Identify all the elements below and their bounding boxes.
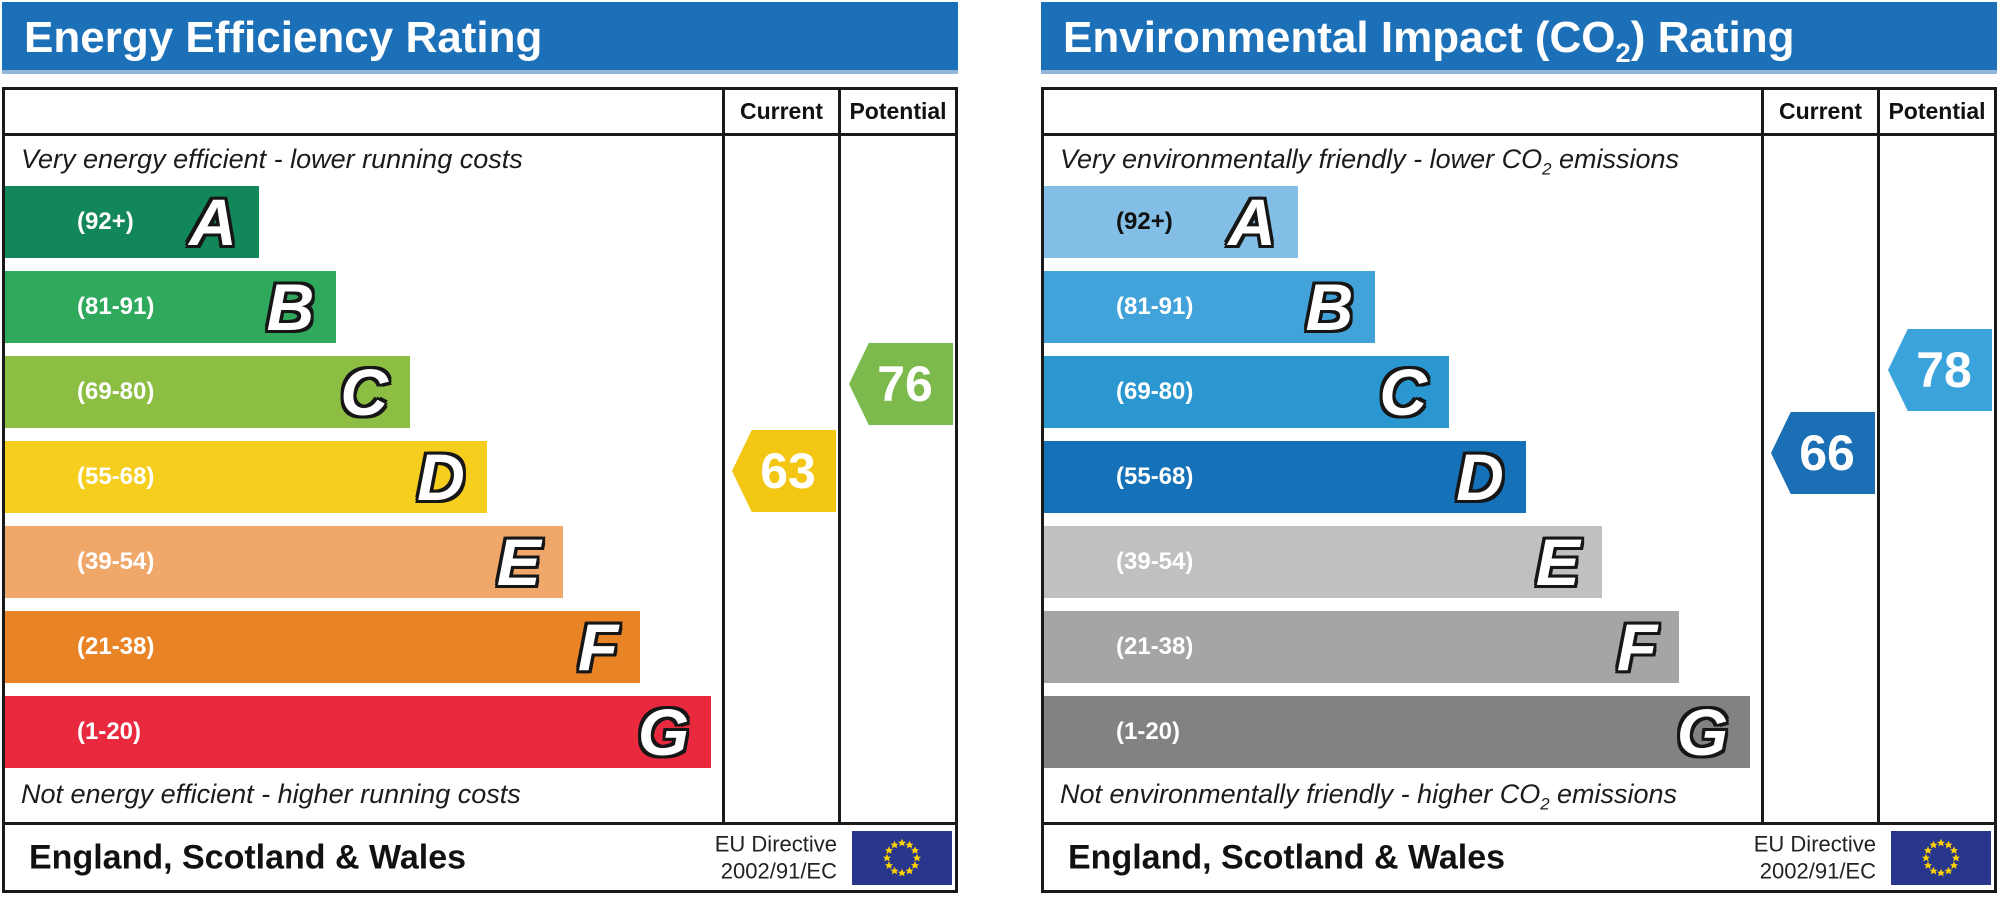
table-body: Very energy efficient - lower running co…	[5, 136, 955, 822]
band-letter: B	[266, 270, 315, 344]
panel-title: Environmental Impact (CO2) Rating	[1063, 13, 1795, 68]
band-range-label: (1-20)	[1116, 718, 1181, 745]
potential-rating-pointer: 76	[849, 343, 953, 425]
potential-rating-value: 76	[877, 356, 933, 412]
table-body: Very environmentally friendly - lower CO…	[1044, 136, 1994, 822]
band-letter: E	[1535, 525, 1580, 599]
table-header-row: Current Potential	[5, 90, 955, 136]
band-range-label: (55-68)	[1116, 463, 1194, 490]
band-a: (92+) A	[1044, 186, 1298, 258]
table-header-row: Current Potential	[1044, 90, 1994, 136]
caption-top: Very energy efficient - lower running co…	[21, 144, 523, 174]
current-column: 66	[1761, 136, 1877, 822]
header-spacer	[5, 90, 722, 133]
band-range-label: (92+)	[77, 208, 134, 235]
current-rating-pointer: 63	[732, 430, 836, 512]
panel-title: Energy Efficiency Rating	[24, 13, 543, 62]
band-range-label: (69-80)	[77, 378, 155, 405]
band-range-label: (81-91)	[77, 293, 155, 320]
energy-efficiency-panel: Energy Efficiency Rating Current Potenti…	[2, 0, 958, 899]
current-column-header: Current	[1761, 90, 1877, 133]
band-letter: B	[1305, 270, 1354, 344]
potential-column-header: Potential	[838, 90, 955, 133]
band-e: (39-54) E	[1044, 526, 1602, 598]
band-letter: G	[637, 695, 690, 769]
eu-flag	[1891, 831, 1991, 885]
band-range-label: (69-80)	[1116, 378, 1194, 405]
band-letter: F	[577, 610, 619, 684]
band-f: (21-38) F	[5, 610, 641, 684]
region-label: England, Scotland & Wales	[29, 838, 467, 876]
band-d: (55-68) D	[5, 441, 487, 513]
eu-directive-label: EU Directive 2002/91/EC	[1753, 831, 1876, 884]
current-rating-pointer: 66	[1771, 412, 1875, 494]
band-letter: A	[1228, 185, 1276, 259]
eu-flag	[852, 831, 952, 885]
energy-efficiency-title-bar: Energy Efficiency Rating	[2, 2, 958, 74]
panel-footer: England, Scotland & Wales EU Directive 2…	[5, 822, 955, 890]
caption-bottom: Not energy efficient - higher running co…	[21, 778, 521, 809]
band-letter: C	[1379, 355, 1428, 429]
current-rating-value: 66	[1799, 425, 1855, 481]
band-range-label: (92+)	[1116, 208, 1173, 235]
potential-column: 78	[1877, 136, 1994, 822]
bands-area: Very energy efficient - lower running co…	[5, 136, 722, 822]
band-g: (1-20) G	[5, 695, 712, 769]
caption-top: Very environmentally friendly - lower CO…	[1060, 144, 1680, 179]
band-range-label: (55-68)	[77, 463, 155, 490]
band-c: (69-80) C	[1044, 355, 1450, 429]
band-d: (55-68) D	[1044, 441, 1526, 513]
region-label: England, Scotland & Wales	[1068, 838, 1506, 876]
energy-efficiency-table: Current Potential Very energy efficient …	[2, 87, 958, 893]
caption-bottom: Not environmentally friendly - higher CO…	[1060, 778, 1678, 813]
band-g: (1-20) G	[1044, 695, 1751, 769]
potential-column-header: Potential	[1877, 90, 1994, 133]
potential-rating-value: 78	[1916, 342, 1972, 398]
panel-footer: England, Scotland & Wales EU Directive 2…	[1044, 822, 1994, 890]
potential-column: 76	[838, 136, 955, 822]
band-letter: A	[189, 185, 237, 259]
band-range-label: (21-38)	[77, 633, 155, 660]
band-f: (21-38) F	[1044, 610, 1680, 684]
bands-area: Very environmentally friendly - lower CO…	[1044, 136, 1761, 822]
band-letter: D	[1456, 440, 1504, 514]
band-a: (92+) A	[5, 186, 259, 258]
current-rating-value: 63	[760, 443, 816, 499]
band-range-label: (39-54)	[1116, 548, 1194, 575]
band-range-label: (1-20)	[77, 718, 142, 745]
band-letter: E	[496, 525, 541, 599]
band-c: (69-80) C	[5, 355, 411, 429]
band-range-label: (39-54)	[77, 548, 155, 575]
current-column-header: Current	[722, 90, 838, 133]
band-letter: G	[1676, 695, 1729, 769]
band-letter: D	[417, 440, 465, 514]
header-spacer	[1044, 90, 1761, 133]
environmental-impact-title-bar: Environmental Impact (CO2) Rating	[1041, 2, 1997, 74]
band-b: (81-91) B	[1044, 270, 1376, 344]
band-letter: C	[340, 355, 389, 429]
band-e: (39-54) E	[5, 526, 563, 598]
current-column: 63	[722, 136, 838, 822]
band-b: (81-91) B	[5, 270, 337, 344]
potential-rating-pointer: 78	[1888, 329, 1992, 411]
band-range-label: (21-38)	[1116, 633, 1194, 660]
environmental-impact-table: Current Potential Very environmentally f…	[1041, 87, 1997, 893]
band-letter: F	[1616, 610, 1658, 684]
band-range-label: (81-91)	[1116, 293, 1194, 320]
eu-directive-label: EU Directive 2002/91/EC	[714, 831, 837, 884]
environmental-impact-panel: Environmental Impact (CO2) Rating Curren…	[1041, 0, 1997, 899]
